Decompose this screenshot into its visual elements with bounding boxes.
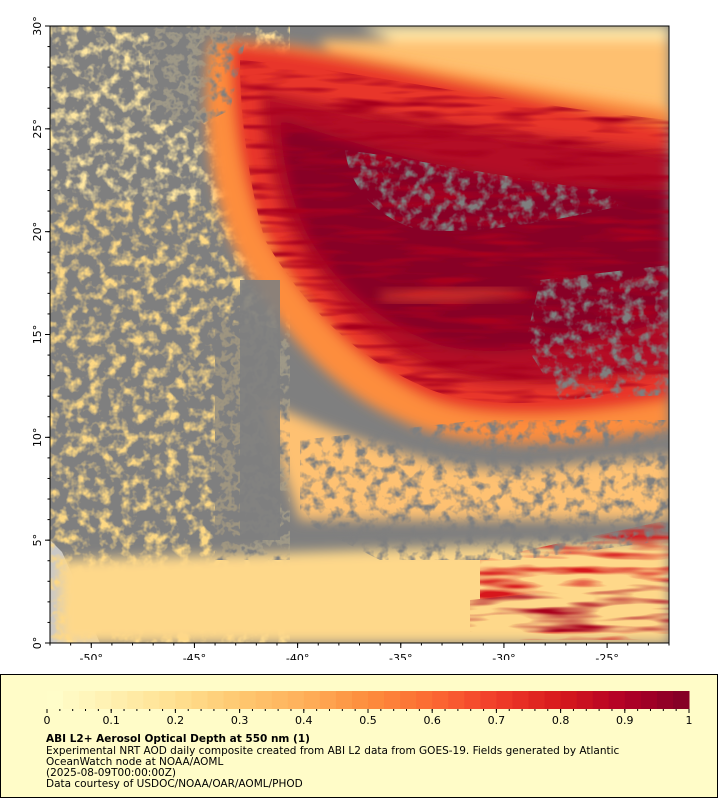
colorbar-segment [400, 691, 417, 709]
colorbar-segment [207, 691, 225, 709]
colorbar-segment [640, 691, 658, 709]
lat-tick-label: 10° [31, 428, 44, 448]
aod-field [50, 26, 669, 643]
colorbar-segment [496, 691, 513, 709]
colorbar-segment [95, 691, 112, 709]
caption-line-1: Experimental NRT AOD daily composite cre… [46, 745, 620, 757]
colorbar-segment [512, 691, 529, 709]
colorbar-segment [624, 691, 642, 709]
colorbar-tick-label: 0.5 [359, 714, 377, 727]
colorbar-segment [592, 691, 610, 709]
colorbar-segment [432, 691, 449, 709]
colorbar-segment [416, 691, 433, 709]
colorbar-panel: 0 0.1 0.2 0.3 0.4 0.5 0.6 0.7 0.8 0.9 1 [0, 674, 718, 798]
colorbar-segment [239, 691, 257, 709]
lat-tick-label: 30° [31, 16, 44, 36]
colorbar-tick-label: 0.2 [167, 714, 185, 727]
colorbar-tick-label: 0 [44, 714, 51, 727]
colorbar-segment [271, 691, 289, 709]
colorbar-segment [143, 691, 160, 709]
colorbar-segment [368, 691, 385, 709]
longitude-axis: -50° -45° -40° -35° -30° -25° [49, 643, 670, 660]
colorbar-segment [576, 691, 594, 709]
colorbar-segment [255, 691, 273, 709]
colorbar-segment [319, 691, 337, 709]
colorbar-tick-label: 0.8 [552, 714, 570, 727]
colorbar-segment [127, 691, 144, 709]
colorbar-tick-label: 0.4 [295, 714, 313, 727]
lat-tick-label: 20° [31, 222, 44, 242]
colorbar-segment [63, 691, 80, 709]
colorbar: 0 0.1 0.2 0.3 0.4 0.5 0.6 0.7 0.8 0.9 1 [44, 691, 693, 727]
colorbar-segment [560, 691, 578, 709]
colorbar-tick-label: 0.3 [231, 714, 249, 727]
colorbar-segment [159, 691, 176, 709]
caption-line-2: OceanWatch node at NOAA/AOML [46, 756, 224, 768]
colorbar-segment [656, 691, 674, 709]
no-data-strip [240, 280, 280, 540]
colorbar-segment [223, 691, 241, 709]
colorbar-segment [672, 691, 690, 709]
colorbar-segment [335, 691, 353, 709]
lon-tick-label: -30° [492, 652, 515, 660]
colorbar-segment [384, 691, 401, 709]
lon-tick-label: -50° [80, 652, 103, 660]
caption-line-3: (2025-08-09T00:00:00Z) [46, 767, 176, 779]
colorbar-segment [111, 691, 128, 709]
colorbar-tick-label: 1 [686, 714, 693, 727]
lat-tick-label: 25° [31, 119, 44, 139]
lon-tick-label: -25° [595, 652, 618, 660]
lat-tick-label: 15° [31, 325, 44, 345]
colorbar-segment [351, 691, 369, 709]
colorbar-tick-label: 0.1 [102, 714, 120, 727]
colorbar-tick-label: 0.9 [616, 714, 634, 727]
caption-title: ABI L2+ Aerosol Optical Depth at 550 nm … [46, 733, 310, 745]
colorbar-tick-label: 0.7 [488, 714, 506, 727]
colorbar-segment [287, 691, 305, 709]
colorbar-segment [175, 691, 192, 709]
colorbar-segment [303, 691, 321, 709]
caption-line-4: Data courtesy of USDOC/NOAA/OAR/AOML/PHO… [46, 778, 303, 790]
colorbar-tick-label: 0.6 [423, 714, 441, 727]
colorbar-segment [448, 691, 465, 709]
lat-tick-label: 5° [31, 534, 44, 547]
colorbar-segment [464, 691, 481, 709]
colorbar-segment [191, 691, 208, 709]
lon-tick-label: -35° [389, 652, 412, 660]
latitude-axis: 0° 5° 10° 15° 20° 25° 30° [31, 16, 50, 649]
colorbar-segment [480, 691, 497, 709]
colorbar-segment [47, 691, 64, 709]
colorbar-segment [608, 691, 626, 709]
lon-tick-label: -40° [286, 652, 309, 660]
colorbar-segment [544, 691, 562, 709]
lon-tick-label: -45° [183, 652, 206, 660]
colorbar-segment [528, 691, 546, 709]
aod-map: -50° -45° -40° -35° -30° -25° 0° 5° 10° 15° 20° 25… [31, 16, 670, 660]
lat-tick-label: 0° [31, 637, 44, 650]
colorbar-segment [79, 691, 96, 709]
